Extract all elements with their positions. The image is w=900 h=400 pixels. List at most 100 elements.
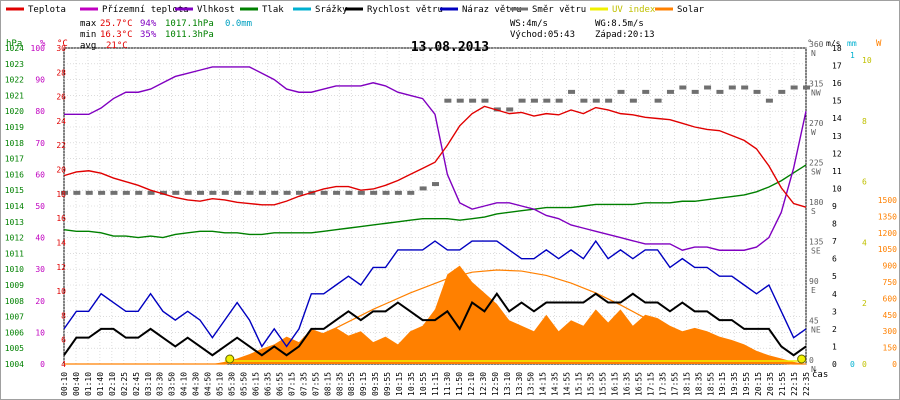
sunrise-marker: [225, 354, 235, 364]
solar-unit: W: [876, 39, 882, 49]
time-tick: 06:55: [275, 372, 284, 396]
time-tick: 14:35: [551, 372, 560, 396]
wind-direction-mark: [691, 89, 699, 94]
direction-tick: 135: [809, 238, 824, 247]
temperature-tick: 30: [56, 44, 66, 53]
temperature-tick: 26: [56, 93, 66, 102]
humidity-tick: 40: [35, 234, 45, 243]
wind-tick: 8: [832, 220, 837, 229]
temperature-tick: 28: [56, 68, 66, 77]
info-wind-gust: WG:8.5m/s: [595, 19, 644, 29]
pressure-tick: 1022: [5, 76, 24, 85]
time-tick: 18:15: [682, 372, 691, 396]
time-tick: 00:10: [60, 372, 69, 396]
rain-tick: 0: [850, 360, 855, 369]
pressure-tick: 1015: [5, 186, 24, 195]
time-tick: 05:50: [240, 372, 249, 396]
time-tick: 03:30: [156, 372, 165, 396]
time-tick: 06:15: [251, 372, 260, 396]
legend-label: Rychlost větru: [367, 5, 443, 15]
uv-tick: 0: [862, 360, 867, 369]
solar-area: [64, 265, 806, 364]
direction-tick-label: SW: [811, 168, 821, 177]
wind-direction-mark: [172, 190, 180, 195]
legend-label: UV index: [612, 5, 656, 15]
time-tick: 19:35: [730, 372, 739, 396]
stats-max-temp: 25.7°C: [100, 19, 133, 29]
sunset-marker: [797, 354, 807, 364]
rain-tick: 1: [850, 51, 855, 60]
stats-min-press: 1011.3hPa: [165, 30, 214, 40]
wind-tick: 3: [832, 307, 837, 316]
wind-direction-mark: [209, 190, 217, 195]
wind-direction-mark: [728, 85, 736, 90]
direction-tick-label: W: [811, 128, 816, 137]
time-tick: 14:55: [563, 372, 572, 396]
time-tick: 16:35: [622, 372, 631, 396]
time-tick: 05:10: [216, 372, 225, 396]
humidity-unit: %: [40, 39, 46, 49]
time-tick: 20:35: [766, 372, 775, 396]
pressure-tick: 1023: [5, 60, 24, 69]
wind-direction-mark: [592, 98, 600, 103]
wind-direction-mark: [122, 190, 130, 195]
wind-direction-mark: [790, 85, 798, 90]
stats-max-hum: 94%: [140, 19, 157, 29]
time-tick: 16:15: [611, 372, 620, 396]
time-tick: 17:55: [670, 372, 679, 396]
time-tick: 15:15: [575, 372, 584, 396]
wind-direction-mark: [568, 89, 576, 94]
time-tick: 04:10: [180, 372, 189, 396]
wind-direction-mark: [444, 98, 452, 103]
time-tick: 21:55: [778, 372, 787, 396]
humidity-tick: 20: [35, 297, 45, 306]
pressure-tick: 1014: [5, 202, 24, 211]
pressure-tick: 1006: [5, 328, 24, 337]
pressure-tick: 1009: [5, 281, 24, 290]
time-tick: 07:35: [299, 372, 308, 396]
pressure-tick: 1007: [5, 313, 24, 322]
wind-direction-mark: [778, 89, 786, 94]
legend-label: Vlhkost: [197, 5, 235, 15]
solar-tick: 0: [892, 360, 897, 369]
time-tick: 09:55: [383, 372, 392, 396]
wind-direction-mark: [345, 190, 353, 195]
wind-direction-mark: [530, 98, 538, 103]
pressure-tick: 1004: [5, 360, 24, 369]
temperature-tick: 12: [56, 263, 66, 272]
wind-direction-mark: [419, 186, 427, 191]
uv-tick: 6: [862, 178, 867, 187]
wind-direction-mark: [85, 190, 93, 195]
direction-tick: 315: [809, 80, 824, 89]
wind-direction-mark: [320, 190, 328, 195]
wind-direction-mark: [271, 190, 279, 195]
wind-direction-mark: [432, 182, 439, 187]
time-tick: 17:15: [646, 372, 655, 396]
humidity-tick: 50: [35, 202, 45, 211]
humidity-tick: 60: [35, 170, 45, 179]
wind-direction-mark: [679, 85, 687, 90]
wind-gust-line: [63, 239, 807, 348]
wind-direction-mark: [357, 190, 365, 195]
legend-label: Tlak: [262, 5, 284, 15]
solar-tick: 1200: [878, 229, 897, 238]
temperature-tick: 18: [56, 190, 66, 199]
direction-tick-label: NE: [811, 326, 821, 335]
wind-direction-mark: [135, 190, 143, 195]
pressure-unit: hPa: [6, 39, 22, 49]
wind-tick: 12: [832, 149, 842, 158]
wind-tick: 15: [832, 97, 842, 106]
time-tick: 02:45: [132, 372, 141, 396]
wind-direction-mark: [258, 190, 266, 195]
pressure-tick: 1008: [5, 297, 24, 306]
direction-tick-label: NW: [811, 89, 821, 98]
legend-label: Solar: [677, 5, 705, 15]
time-tick: 20:15: [754, 372, 763, 396]
wind-tick: 2: [832, 325, 837, 334]
direction-tick: 90: [809, 277, 819, 286]
pressure-tick: 1017: [5, 155, 24, 164]
uv-tick: 2: [862, 299, 867, 308]
solar-tick: 900: [883, 262, 898, 271]
chart-title: 13.08.2013: [411, 40, 489, 55]
time-tick: 10:35: [407, 372, 416, 396]
